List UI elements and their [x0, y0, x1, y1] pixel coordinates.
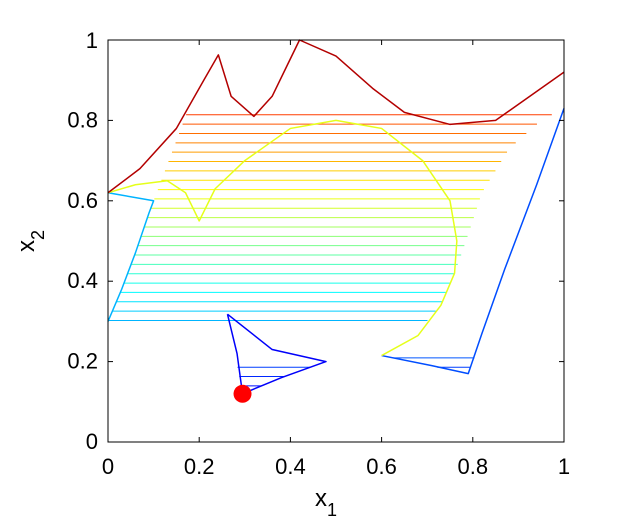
y-axis-tick-labels: 0 0.2 0.4 0.6 0.8 1: [67, 28, 98, 454]
y-tick-label: 0.2: [67, 349, 98, 374]
x-tick-label: 0.2: [184, 454, 215, 479]
x-tick-label: 0.8: [458, 454, 489, 479]
y-axis-label-subscript: 2: [28, 230, 48, 240]
y-axis-label-main: x: [13, 240, 40, 252]
boundary-curve: [226, 313, 327, 395]
y-tick-label: 0.4: [67, 268, 98, 293]
x-tick-label: 1: [558, 454, 570, 479]
plot-area: [107, 39, 565, 403]
x-axis-tick-labels: 0 0.2 0.4 0.6 0.8 1: [102, 454, 570, 479]
tick-marks: [107, 39, 565, 443]
start-point-marker: [233, 384, 252, 403]
y-tick-label: 0.8: [67, 107, 98, 132]
boundary-curve: [107, 192, 155, 322]
y-axis-label: x2: [13, 230, 48, 252]
x-tick-label: 0.6: [366, 454, 397, 479]
y-tick-label: 1: [86, 28, 98, 53]
axes-box: [107, 39, 565, 443]
x-tick-label: 0.4: [275, 454, 306, 479]
y-tick-label: 0: [86, 429, 98, 454]
x-axis-label-subscript: 1: [327, 500, 337, 520]
x-tick-label: 0: [102, 454, 114, 479]
boundary-curve: [381, 108, 565, 375]
x-axis-label: x1: [315, 485, 337, 520]
boundary-curve: [107, 119, 458, 357]
x-axis-label-main: x: [315, 485, 327, 512]
y-tick-label: 0.6: [67, 188, 98, 213]
boundary-curve: [107, 39, 565, 194]
